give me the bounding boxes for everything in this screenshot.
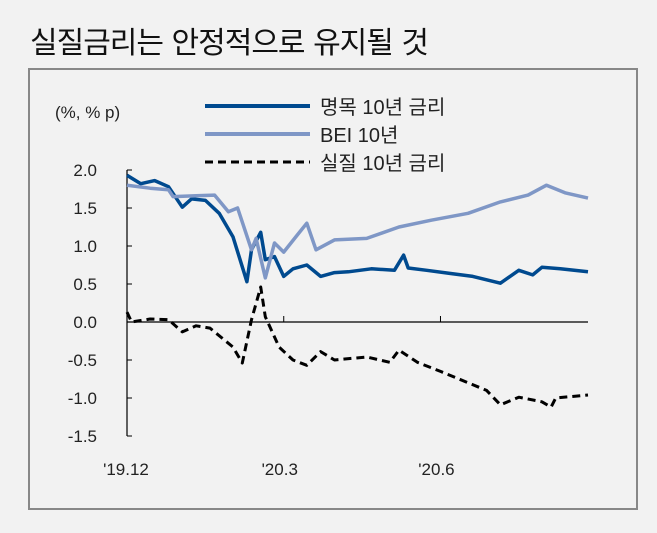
series-line-1	[126, 173, 589, 285]
y-tick-label: 1.0	[73, 237, 97, 256]
y-axis-label: (%, % p)	[55, 103, 120, 122]
y-tick-label: 1.5	[73, 199, 97, 218]
y-tick-label: 0.0	[73, 313, 97, 332]
chart-title: 실질금리는 안정적으로 유지될 것	[30, 26, 429, 61]
y-tick-label: -1.0	[68, 389, 97, 408]
legend-label-2: BEI 10년	[320, 124, 398, 147]
x-tick-label: '20.6	[418, 460, 454, 479]
y-tick-label: 2.0	[73, 161, 97, 180]
chart-frame	[28, 68, 638, 510]
legend-label-3: 실질 10년 금리	[320, 152, 445, 175]
y-tick-label: -0.5	[68, 351, 97, 370]
y-tick-label: -1.5	[68, 427, 97, 446]
y-tick-label: 0.5	[73, 275, 97, 294]
legend-label-1: 명목 10년 금리	[320, 96, 445, 119]
series-line-3	[125, 285, 589, 409]
x-tick-label: '20.3	[262, 460, 298, 479]
x-tick-label: '19.12	[103, 460, 149, 479]
series-line-2	[126, 183, 589, 280]
